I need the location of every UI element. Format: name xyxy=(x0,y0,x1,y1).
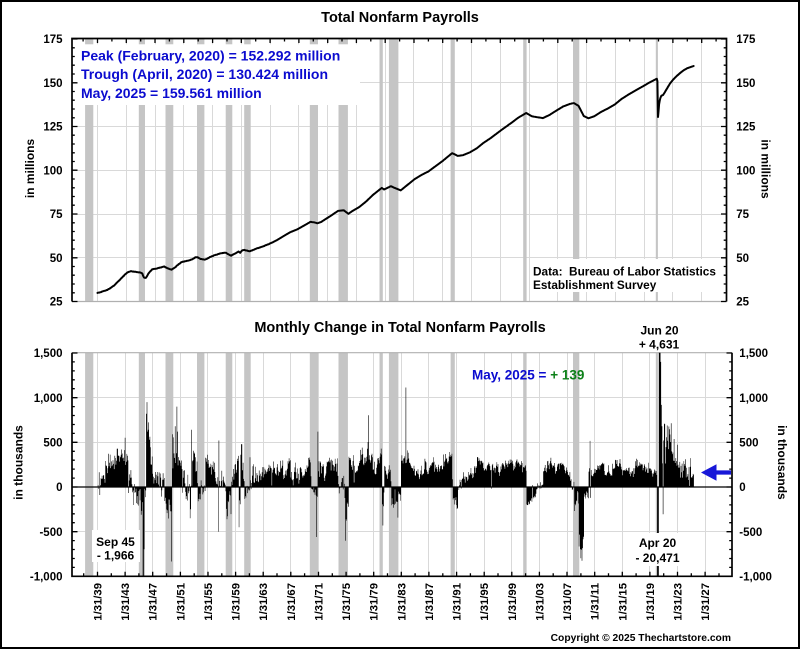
svg-text:1/31/19: 1/31/19 xyxy=(645,583,657,621)
svg-text:1/31/51: 1/31/51 xyxy=(175,583,187,621)
svg-text:1,500: 1,500 xyxy=(34,348,63,360)
svg-text:- 20,471: - 20,471 xyxy=(635,551,679,565)
svg-text:-1,000: -1,000 xyxy=(30,571,63,583)
svg-text:1/31/11: 1/31/11 xyxy=(590,583,602,620)
svg-text:75: 75 xyxy=(736,209,749,221)
svg-text:150: 150 xyxy=(736,78,755,90)
svg-text:Total Nonfarm Payrolls: Total Nonfarm Payrolls xyxy=(321,10,479,26)
svg-text:Data: Bureau of Labor Statist: Data: Bureau of Labor Statistics xyxy=(533,265,716,279)
svg-text:May, 2025 = + 139: May, 2025 = + 139 xyxy=(472,368,584,383)
svg-text:50: 50 xyxy=(50,253,63,265)
svg-text:1/31/23: 1/31/23 xyxy=(673,583,685,621)
svg-text:Jun 20: Jun 20 xyxy=(640,323,678,337)
svg-text:Trough (April, 2020) = 130.424: Trough (April, 2020) = 130.424 million xyxy=(81,66,328,82)
svg-text:1/31/75: 1/31/75 xyxy=(341,583,353,621)
svg-text:1/31/47: 1/31/47 xyxy=(148,583,160,621)
svg-text:1/31/79: 1/31/79 xyxy=(369,583,381,621)
svg-text:- 1,966: - 1,966 xyxy=(97,548,135,562)
svg-text:0: 0 xyxy=(739,482,745,494)
svg-text:1,000: 1,000 xyxy=(739,393,768,405)
svg-text:1/31/59: 1/31/59 xyxy=(231,583,243,621)
svg-text:1,000: 1,000 xyxy=(34,393,63,405)
svg-text:1/31/95: 1/31/95 xyxy=(479,583,491,621)
svg-text:125: 125 xyxy=(736,122,756,134)
svg-text:1/31/55: 1/31/55 xyxy=(203,583,215,621)
svg-text:75: 75 xyxy=(50,209,63,221)
svg-text:1/31/87: 1/31/87 xyxy=(424,583,436,621)
svg-text:in millions: in millions xyxy=(23,139,37,199)
svg-text:1/31/03: 1/31/03 xyxy=(534,583,546,621)
svg-text:1/31/27: 1/31/27 xyxy=(700,583,712,621)
svg-text:175: 175 xyxy=(43,34,63,46)
svg-text:1/31/07: 1/31/07 xyxy=(562,583,574,621)
svg-text:1/31/91: 1/31/91 xyxy=(452,583,464,621)
svg-text:-500: -500 xyxy=(39,527,62,539)
svg-text:Sep 45: Sep 45 xyxy=(96,535,135,549)
svg-text:1/31/67: 1/31/67 xyxy=(286,583,298,621)
svg-text:1,500: 1,500 xyxy=(739,348,768,360)
svg-text:100: 100 xyxy=(736,165,755,177)
svg-text:1/31/71: 1/31/71 xyxy=(314,583,326,621)
svg-text:Monthly Change in Total Nonfar: Monthly Change in Total Nonfarm Payrolls xyxy=(254,320,545,336)
svg-text:1/31/99: 1/31/99 xyxy=(507,583,519,621)
svg-text:Establishment Survey: Establishment Survey xyxy=(533,278,657,292)
svg-text:25: 25 xyxy=(50,297,63,309)
svg-text:125: 125 xyxy=(43,122,63,134)
svg-text:1/31/63: 1/31/63 xyxy=(258,583,270,621)
svg-text:in millions: in millions xyxy=(759,139,773,199)
svg-text:Copyright © 2025 Thechartstore: Copyright © 2025 Thechartstore.com xyxy=(551,633,731,644)
svg-text:+ 4,631: + 4,631 xyxy=(639,337,680,351)
svg-text:1/31/83: 1/31/83 xyxy=(396,583,408,621)
svg-text:-500: -500 xyxy=(739,527,762,539)
svg-text:0: 0 xyxy=(56,482,62,494)
svg-text:150: 150 xyxy=(43,78,62,90)
svg-text:in thousands: in thousands xyxy=(775,425,789,500)
svg-text:1/31/39: 1/31/39 xyxy=(93,583,105,621)
svg-text:Apr 20: Apr 20 xyxy=(639,536,677,550)
svg-text:100: 100 xyxy=(43,165,62,177)
svg-text:1/31/15: 1/31/15 xyxy=(617,583,629,621)
svg-text:500: 500 xyxy=(43,437,62,449)
svg-text:-1,000: -1,000 xyxy=(739,571,772,583)
svg-text:175: 175 xyxy=(736,34,756,46)
svg-text:25: 25 xyxy=(736,297,749,309)
svg-text:1/31/43: 1/31/43 xyxy=(120,583,132,621)
svg-text:in thousands: in thousands xyxy=(12,425,26,500)
svg-text:Peak (February, 2020) = 152.29: Peak (February, 2020) = 152.292 million xyxy=(81,48,340,64)
svg-text:500: 500 xyxy=(739,437,758,449)
svg-text:May, 2025 = 159.561 million: May, 2025 = 159.561 million xyxy=(81,85,262,101)
svg-text:50: 50 xyxy=(736,253,749,265)
